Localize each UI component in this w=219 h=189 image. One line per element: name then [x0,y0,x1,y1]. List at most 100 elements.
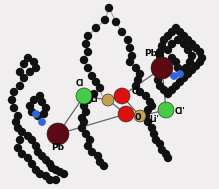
Circle shape [47,123,69,145]
Circle shape [85,49,92,56]
Circle shape [113,19,120,26]
Circle shape [187,59,194,66]
Circle shape [101,16,108,23]
Circle shape [35,149,41,156]
Circle shape [168,54,175,61]
Circle shape [76,88,92,104]
Circle shape [143,112,150,119]
Circle shape [147,98,154,105]
Circle shape [168,87,175,94]
Circle shape [180,74,187,81]
Circle shape [180,40,187,47]
Circle shape [132,83,140,90]
Circle shape [42,173,49,180]
Circle shape [92,78,99,85]
Circle shape [157,49,164,56]
Circle shape [85,33,92,40]
Circle shape [157,83,164,90]
Circle shape [118,29,125,36]
Circle shape [193,63,200,70]
Circle shape [127,59,134,66]
Circle shape [14,145,21,152]
Circle shape [173,25,180,32]
Circle shape [39,98,46,105]
Circle shape [81,102,88,109]
Circle shape [21,60,28,67]
Circle shape [88,73,95,80]
Circle shape [161,67,168,74]
Circle shape [85,97,92,104]
Circle shape [48,164,55,171]
Circle shape [150,130,157,138]
Circle shape [87,136,94,143]
Circle shape [157,140,164,147]
Text: Li: Li [90,95,98,105]
Circle shape [136,70,143,77]
Circle shape [134,110,146,122]
Circle shape [85,64,92,71]
Circle shape [168,29,175,36]
Circle shape [97,84,104,91]
Circle shape [157,53,164,60]
Circle shape [180,33,187,40]
Circle shape [90,91,97,98]
Circle shape [39,119,45,125]
Circle shape [97,159,104,166]
Circle shape [164,60,171,67]
Circle shape [159,43,166,50]
Circle shape [12,119,19,125]
Circle shape [124,36,131,43]
Circle shape [164,154,171,161]
Text: Li': Li' [149,115,159,125]
Circle shape [118,106,134,122]
Text: Cl': Cl' [175,108,185,116]
Circle shape [136,88,143,95]
Circle shape [37,170,44,177]
Circle shape [178,68,185,75]
Circle shape [193,44,200,51]
Circle shape [175,64,182,71]
Circle shape [18,150,25,157]
Circle shape [33,111,39,117]
Circle shape [164,33,171,40]
Circle shape [145,119,152,125]
Circle shape [152,136,159,143]
Circle shape [158,102,174,118]
Circle shape [16,68,23,75]
Circle shape [81,57,88,64]
Circle shape [25,132,32,139]
Circle shape [148,102,155,109]
Circle shape [164,46,171,53]
Circle shape [14,125,21,132]
Circle shape [189,53,196,60]
Circle shape [28,160,35,167]
Circle shape [95,153,101,160]
Circle shape [161,87,168,94]
Circle shape [81,119,88,125]
Circle shape [196,59,203,66]
Circle shape [173,83,180,90]
Circle shape [184,46,191,53]
Circle shape [151,57,173,79]
Circle shape [46,177,53,184]
Text: O': O' [132,88,140,97]
Text: O: O [135,114,141,122]
Circle shape [145,106,152,114]
Circle shape [25,54,32,61]
Circle shape [168,40,175,47]
Circle shape [32,143,39,149]
Circle shape [16,83,23,90]
Circle shape [184,70,191,77]
Circle shape [46,160,53,167]
Circle shape [53,167,60,174]
Circle shape [171,73,177,79]
Circle shape [16,136,23,143]
Circle shape [11,88,18,95]
Circle shape [114,88,130,104]
Text: Pb: Pb [51,143,65,153]
Circle shape [175,36,182,43]
Circle shape [26,68,34,75]
Circle shape [39,153,46,160]
Circle shape [129,53,136,60]
Circle shape [106,5,113,12]
